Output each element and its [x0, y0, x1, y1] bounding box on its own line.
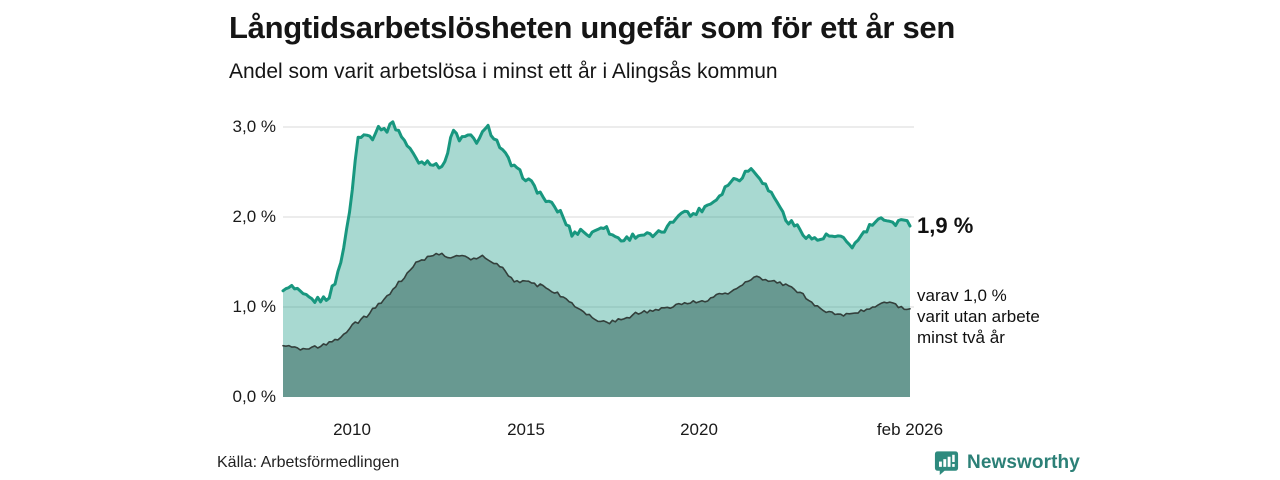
newsworthy-logo-icon: [933, 449, 960, 477]
y-tick-label-0: 0,0 %: [232, 387, 276, 406]
subset-annotation-line-3: minst två år: [917, 328, 1005, 347]
chart-subtitle: Andel som varit arbetslösa i minst ett å…: [229, 60, 778, 83]
y-tick-label-3: 3,0 %: [232, 117, 276, 136]
subset-annotation-line-2: varit utan arbete: [917, 307, 1040, 326]
y-tick-label-2: 2,0 %: [232, 207, 276, 226]
x-tick-label-2010: 2010: [333, 420, 371, 439]
subset-series-annotation: varav 1,0 % varit utan arbete minst två …: [917, 285, 1040, 348]
source-text: Källa: Arbetsförmedlingen: [217, 454, 400, 471]
newsworthy-logo-text: Newsworthy: [967, 452, 1080, 473]
x-tick-label-2020: 2020: [680, 420, 718, 439]
newsworthy-logo[interactable]: Newsworthy: [933, 449, 1080, 477]
x-tick-label-feb-2026: feb 2026: [876, 420, 944, 439]
chart-title: Långtidsarbetslösheten ungefär som för e…: [229, 10, 956, 45]
subset-annotation-line-1: varav 1,0 %: [917, 286, 1007, 305]
x-tick-label-2015: 2015: [507, 420, 545, 439]
series-end-value-label: 1,9 %: [917, 213, 974, 238]
y-tick-label-1: 1,0 %: [232, 297, 276, 316]
